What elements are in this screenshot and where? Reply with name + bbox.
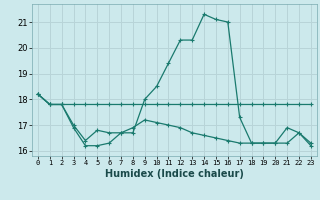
X-axis label: Humidex (Indice chaleur): Humidex (Indice chaleur) [105,169,244,179]
